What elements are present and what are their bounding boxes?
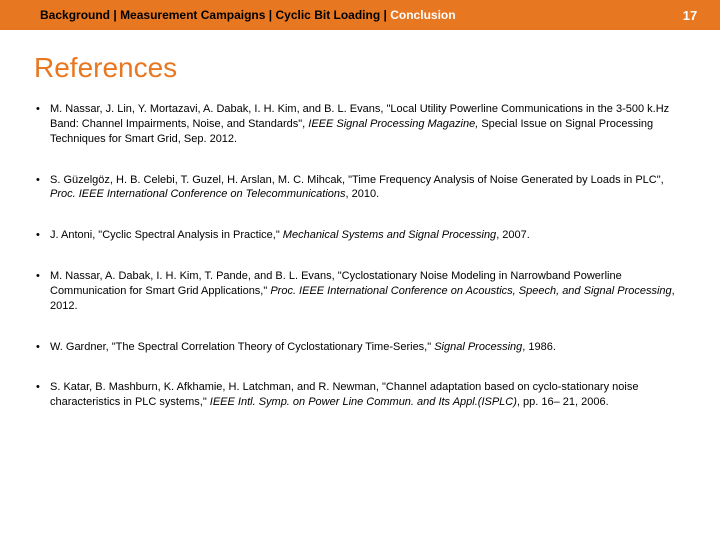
ref-text-post: , 2007. (496, 229, 530, 241)
page-title: References (34, 52, 720, 84)
bc-item-current: Conclusion (390, 8, 455, 22)
ref-text-pre: J. Antoni, "Cyclic Spectral Analysis in … (50, 229, 283, 241)
bc-item-campaigns: Measurement Campaigns (120, 8, 265, 22)
page-number: 17 (660, 8, 720, 23)
ref-text-post: , pp. 16– 21, 2006. (517, 396, 609, 408)
reference-item: W. Gardner, "The Spectral Correlation Th… (36, 340, 684, 355)
reference-item: S. Güzelgöz, H. B. Celebi, T. Guzel, H. … (36, 173, 684, 203)
ref-text-ital: Mechanical Systems and Signal Processing (283, 229, 496, 241)
ref-text-pre: S. Güzelgöz, H. B. Celebi, T. Guzel, H. … (50, 174, 664, 186)
ref-text-post: , 2010. (346, 188, 380, 200)
reference-item: J. Antoni, "Cyclic Spectral Analysis in … (36, 228, 684, 243)
reference-item: M. Nassar, J. Lin, Y. Mortazavi, A. Daba… (36, 102, 684, 147)
ref-text-ital: Proc. IEEE International Conference on A… (270, 285, 671, 297)
ref-text-pre: W. Gardner, "The Spectral Correlation Th… (50, 341, 434, 353)
reference-item: M. Nassar, A. Dabak, I. H. Kim, T. Pande… (36, 269, 684, 314)
ref-text-post: , 1986. (522, 341, 556, 353)
reference-item: S. Katar, B. Mashburn, K. Afkhamie, H. L… (36, 380, 684, 410)
ref-text-ital: Proc. IEEE International Conference on T… (50, 188, 346, 200)
bc-separator: | (269, 8, 276, 22)
references-list: M. Nassar, J. Lin, Y. Mortazavi, A. Daba… (0, 102, 720, 410)
breadcrumb: Background | Measurement Campaigns | Cyc… (0, 8, 660, 22)
ref-text-ital: IEEE Signal Processing Magazine, (308, 118, 478, 130)
ref-text-ital: Signal Processing (434, 341, 522, 353)
bc-item-background: Background (40, 8, 110, 22)
header-bar: Background | Measurement Campaigns | Cyc… (0, 0, 720, 30)
bc-item-loading: Cyclic Bit Loading (276, 8, 381, 22)
ref-text-ital: IEEE Intl. Symp. on Power Line Commun. a… (210, 396, 517, 408)
